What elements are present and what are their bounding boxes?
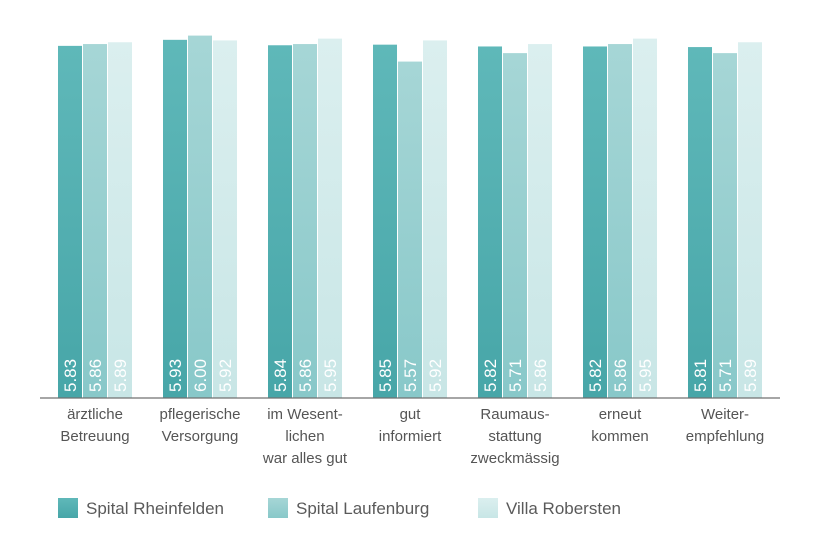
- category-label-6: erneut kommen: [591, 406, 649, 445]
- value-label-villa-robersten-3: 5.95: [321, 359, 340, 392]
- bar-spital-rheinfelden-5: [478, 46, 502, 399]
- category-label-3: im Wesent-lichen war alles gut: [262, 406, 348, 467]
- bar-villa-robersten-5: [528, 44, 552, 398]
- value-label-spital-rheinfelden-3: 5.84: [271, 359, 290, 392]
- value-label-spital-laufenburg-3: 5.86: [296, 359, 315, 392]
- category-label-5: Raumaus-stattung zweckmässig: [470, 406, 559, 467]
- bar-spital-rheinfelden-4: [373, 44, 397, 398]
- value-label-spital-rheinfelden-1: 5.83: [61, 359, 80, 392]
- legend-swatch: [268, 498, 288, 518]
- bar-spital-rheinfelden-2: [163, 39, 187, 398]
- value-label-villa-robersten-2: 5.92: [216, 359, 235, 392]
- category-label-1: ärztliche Betreuung: [60, 406, 129, 445]
- value-label-spital-rheinfelden-7: 5.81: [691, 359, 710, 392]
- bar-spital-rheinfelden-7: [688, 47, 712, 399]
- bar-villa-robersten-6: [633, 38, 657, 399]
- legend-item-villa-robersten: Villa Robersten: [478, 498, 621, 518]
- bar-villa-robersten-3: [318, 38, 342, 399]
- bar-villa-robersten-7: [738, 42, 762, 399]
- legend-item-spital-laufenburg: Spital Laufenburg: [268, 498, 429, 518]
- value-label-spital-rheinfelden-4: 5.85: [376, 359, 395, 392]
- legend: Spital Rheinfelden Spital Laufenburg Villa…: [58, 498, 621, 518]
- value-label-spital-rheinfelden-5: 5.82: [481, 359, 500, 392]
- value-label-spital-laufenburg-4: 5.57: [401, 359, 420, 392]
- category-label-4: gut informiert: [379, 406, 442, 445]
- bar-villa-robersten-1: [108, 42, 132, 399]
- bar-spital-laufenburg-6: [608, 44, 632, 398]
- bar-spital-laufenburg-5: [503, 53, 527, 399]
- value-label-spital-rheinfelden-6: 5.82: [586, 359, 605, 392]
- bar-spital-laufenburg-3: [293, 44, 317, 398]
- value-label-villa-robersten-4: 5.92: [426, 359, 445, 392]
- bar-spital-laufenburg-2: [188, 35, 212, 398]
- value-label-spital-laufenburg-2: 6.00: [191, 359, 210, 392]
- value-label-spital-laufenburg-6: 5.86: [611, 359, 630, 392]
- value-label-spital-laufenburg-5: 5.71: [506, 359, 525, 392]
- bar-spital-laufenburg-1: [83, 44, 107, 398]
- value-label-spital-laufenburg-1: 5.86: [86, 359, 105, 392]
- category-label-2: pflegerische Versorgung: [160, 406, 241, 445]
- bar-villa-robersten-2: [213, 40, 237, 398]
- legend-swatch: [58, 498, 78, 518]
- bar-spital-rheinfelden-3: [268, 45, 292, 398]
- value-label-villa-robersten-1: 5.89: [111, 359, 130, 392]
- bar-spital-laufenburg-7: [713, 53, 737, 399]
- value-label-villa-robersten-6: 5.95: [636, 359, 655, 392]
- value-label-spital-laufenburg-7: 5.71: [716, 359, 735, 392]
- bar-spital-laufenburg-4: [398, 61, 422, 399]
- category-label-7: Weiter-empfehlung: [686, 406, 764, 445]
- value-label-villa-robersten-5: 5.86: [531, 359, 550, 392]
- value-label-villa-robersten-7: 5.89: [741, 359, 760, 392]
- legend-label: Villa Robersten: [506, 499, 621, 518]
- legend-label: Spital Rheinfelden: [86, 499, 224, 518]
- bar-spital-rheinfelden-1: [58, 45, 82, 398]
- legend-label: Spital Laufenburg: [296, 499, 429, 518]
- bar-villa-robersten-4: [423, 40, 447, 398]
- legend-swatch: [478, 498, 498, 518]
- value-label-spital-rheinfelden-2: 5.93: [166, 359, 185, 392]
- legend-item-spital-rheinfelden: Spital Rheinfelden: [58, 498, 224, 518]
- bars-group: 5.83 5.86 5.89 5.93 6.00 5.92 5.84 5.86 5.95 5.85…: [58, 35, 762, 399]
- bar-spital-rheinfelden-6: [583, 46, 607, 399]
- category-labels: ärztliche Betreuung pflegerische Versorgung…: [60, 406, 764, 467]
